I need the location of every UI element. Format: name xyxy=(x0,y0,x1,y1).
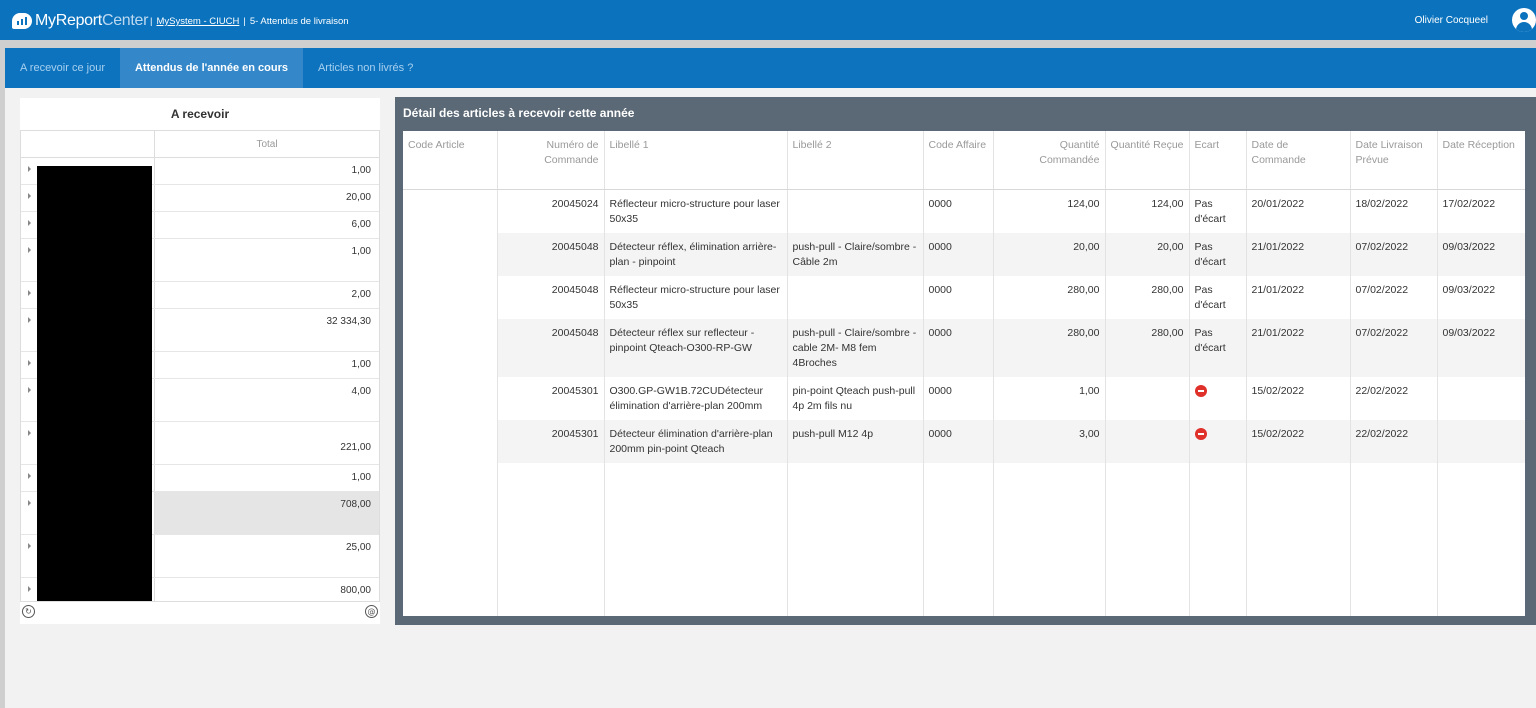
table-row[interactable]: 1,00 xyxy=(21,465,379,492)
table-row[interactable]: 20045024 Réflecteur micro-structure pour… xyxy=(403,189,1525,233)
table-row[interactable]: 4,00 xyxy=(21,379,379,422)
expand-arrow-icon[interactable] xyxy=(28,317,31,323)
breadcrumb-system-link[interactable]: MySystem - CIUCH xyxy=(156,16,240,27)
table-row[interactable]: 2,00 xyxy=(21,282,379,309)
column-header-libelle1[interactable]: Libellé 1 xyxy=(604,131,788,190)
table-row[interactable]: 20045301 O300.GP-GW1B.72CUDétecteur élim… xyxy=(403,376,1525,420)
expand-arrow-icon[interactable] xyxy=(28,220,31,226)
user-name[interactable]: Olivier Cocqueel xyxy=(1414,15,1488,26)
expand-arrow-icon[interactable] xyxy=(28,430,31,436)
tab-articles-non-livres[interactable]: Articles non livrés ? xyxy=(317,62,414,74)
table-row[interactable]: 20045048 Détecteur réflex sur reflecteur… xyxy=(403,318,1525,377)
table-row-selected[interactable]: 708,00 xyxy=(21,492,379,535)
expand-arrow-icon[interactable] xyxy=(28,586,31,592)
table-row[interactable]: 20045301 Détecteur élimination d'arrière… xyxy=(403,419,1525,463)
column-header-numero-commande[interactable]: Numéro de Commande xyxy=(497,131,605,190)
tab-a-recevoir-ce-jour[interactable]: A recevoir ce jour xyxy=(20,62,105,74)
no-entry-icon xyxy=(1194,384,1207,397)
column-header-libelle2[interactable]: Libellé 2 xyxy=(787,131,924,190)
table-row[interactable]: 6,00 xyxy=(21,212,379,239)
tab-attendus-annee[interactable]: Attendus de l'année en cours xyxy=(119,48,303,88)
column-header-ecart[interactable]: Ecart xyxy=(1189,131,1247,190)
column-header-quantite-commandee[interactable]: Quantité Commandée xyxy=(993,131,1106,190)
table-row[interactable]: 221,00 xyxy=(21,422,379,465)
grid-header: Total xyxy=(21,131,379,158)
a-recevoir-panel: A recevoir Total 1,00 20,00 6,00 1,00 2,… xyxy=(20,98,380,624)
table-row[interactable]: 1,00 xyxy=(21,158,379,185)
expand-arrow-icon[interactable] xyxy=(28,387,31,393)
table-row[interactable]: 20,00 xyxy=(21,185,379,212)
table-header-row: Code Article Numéro de Commande Libellé … xyxy=(403,131,1525,190)
column-header-quantite-recue[interactable]: Quantité Reçue xyxy=(1105,131,1190,190)
breadcrumb-page: 5- Attendus de livraison xyxy=(249,16,349,27)
table-row[interactable]: 32 334,30 xyxy=(21,309,379,352)
expand-arrow-icon[interactable] xyxy=(28,166,31,172)
separator xyxy=(0,40,1536,48)
logo-icon xyxy=(12,13,32,29)
expand-arrow-icon[interactable] xyxy=(28,500,31,506)
detail-table: Code Article Numéro de Commande Libellé … xyxy=(403,131,1525,616)
column-header-date-commande[interactable]: Date de Commande xyxy=(1246,131,1351,190)
logo-main-text: MyReport xyxy=(35,12,102,29)
detail-panel: Détail des articles à recevoir cette ann… xyxy=(395,97,1536,625)
app-logo[interactable]: MyReportCenter xyxy=(12,10,148,32)
detail-panel-title: Détail des articles à recevoir cette ann… xyxy=(403,106,635,120)
detail-table-container: Code Article Numéro de Commande Libellé … xyxy=(403,131,1525,616)
table-row[interactable]: 1,00 xyxy=(21,239,379,282)
column-header-code-article[interactable]: Code Article xyxy=(403,131,498,190)
tab-bar: A recevoir ce jour Attendus de l'année e… xyxy=(5,48,1536,88)
breadcrumb: | MySystem - CIUCH | 5- Attendus de livrais… xyxy=(150,16,349,27)
top-bar: MyReportCenter | MySystem - CIUCH | 5- Atte… xyxy=(0,0,1536,40)
table-row[interactable]: 25,00 xyxy=(21,535,379,578)
column-header-date-livraison[interactable]: Date Livraison Prévue xyxy=(1350,131,1438,190)
panel-footer: ↻ @ xyxy=(20,604,380,622)
expand-arrow-icon[interactable] xyxy=(28,247,31,253)
panel-title: A recevoir xyxy=(170,107,230,121)
table-row[interactable]: 20045048 Détecteur réflex, élimination a… xyxy=(403,232,1525,276)
pivot-grid: Total 1,00 20,00 6,00 1,00 2,00 32 334,3… xyxy=(20,130,380,602)
column-header-total[interactable]: Total xyxy=(256,139,278,150)
zoom-icon[interactable]: @ xyxy=(365,605,378,618)
table-row[interactable]: 1,00 xyxy=(21,352,379,379)
user-avatar-icon[interactable] xyxy=(1512,8,1536,32)
expand-arrow-icon[interactable] xyxy=(28,543,31,549)
left-edge xyxy=(0,48,5,708)
expand-arrow-icon[interactable] xyxy=(28,360,31,366)
logo-sub-text: Center xyxy=(101,12,149,29)
table-row[interactable]: 20045048 Réflecteur micro-structure pour… xyxy=(403,275,1525,319)
expand-arrow-icon[interactable] xyxy=(28,193,31,199)
refresh-icon[interactable]: ↻ xyxy=(22,605,35,618)
expand-arrow-icon[interactable] xyxy=(28,290,31,296)
no-entry-icon xyxy=(1194,427,1207,440)
redacted-row-labels xyxy=(37,166,152,601)
table-row[interactable]: 800,00 xyxy=(21,578,379,601)
expand-arrow-icon[interactable] xyxy=(28,473,31,479)
column-header-code-affaire[interactable]: Code Affaire xyxy=(923,131,994,190)
empty-row xyxy=(403,462,1525,616)
column-header-date-reception[interactable]: Date Réception xyxy=(1437,131,1525,190)
